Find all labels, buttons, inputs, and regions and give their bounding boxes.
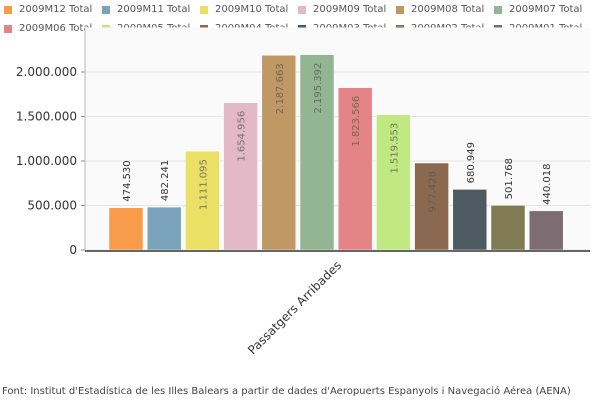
bar xyxy=(452,189,488,251)
bar xyxy=(414,162,449,251)
legend-swatch xyxy=(494,5,502,14)
legend-item[interactable]: 2009M08 Total xyxy=(396,4,484,15)
bar xyxy=(337,87,373,251)
y-tick-label: 1.500.000 xyxy=(16,110,77,124)
y-tick-label: 500.000 xyxy=(27,199,77,213)
bar xyxy=(376,114,411,251)
legend-item[interactable]: 2009M10 Total xyxy=(200,4,288,15)
bar xyxy=(528,210,564,251)
legend-label: 2009M06 Total xyxy=(19,23,93,34)
legend-label: 2009M12 Total xyxy=(19,4,93,15)
legend-item[interactable]: 2009M09 Total xyxy=(298,4,386,15)
legend-swatch xyxy=(298,5,306,14)
data-label: 2.195.392 xyxy=(313,63,324,114)
data-label: 1.519.553 xyxy=(389,123,400,174)
data-label: 2.187.663 xyxy=(275,63,286,114)
legend-label: 2009M09 Total xyxy=(313,4,387,15)
legend-label: 2009M11 Total xyxy=(117,4,191,15)
bar xyxy=(146,206,182,251)
legend-item[interactable]: 2009M12 Total xyxy=(4,4,92,15)
legend-label: 2009M10 Total xyxy=(215,4,289,15)
data-label: 1.823.566 xyxy=(351,96,362,147)
legend-item[interactable]: 2009M11 Total xyxy=(102,4,190,15)
data-label: 440.018 xyxy=(542,163,553,204)
legend-swatch xyxy=(102,5,110,14)
bar xyxy=(490,205,526,251)
legend-item[interactable]: 2009M06 Total xyxy=(4,23,92,34)
data-label: 680.949 xyxy=(466,142,477,183)
legend-swatch xyxy=(4,5,12,14)
legend-item[interactable]: 2009M07 Total xyxy=(494,4,582,15)
y-tick-label: 0 xyxy=(69,243,77,257)
x-category-label: Passatgers Arribades xyxy=(245,258,344,357)
legend-label: 2009M08 Total xyxy=(411,4,485,15)
bar xyxy=(299,54,335,251)
data-label: 501.768 xyxy=(504,158,515,199)
y-tick-label: 2.000.000 xyxy=(16,65,77,79)
bar xyxy=(108,207,144,251)
legend-label: 2009M07 Total xyxy=(509,4,583,15)
legend-swatch xyxy=(4,24,12,33)
data-label: 482.241 xyxy=(160,160,171,201)
source-note: Font: Institut d'Estadística de les Ille… xyxy=(2,386,571,397)
data-label: 474.530 xyxy=(122,160,133,201)
legend-swatch xyxy=(396,5,404,14)
legend-swatch xyxy=(200,5,208,14)
data-label: 1.111.095 xyxy=(198,159,209,210)
data-label: 977.428 xyxy=(428,171,439,212)
data-label: 1.654.956 xyxy=(237,111,248,162)
y-tick-label: 1.000.000 xyxy=(16,154,77,168)
bar xyxy=(261,55,297,251)
